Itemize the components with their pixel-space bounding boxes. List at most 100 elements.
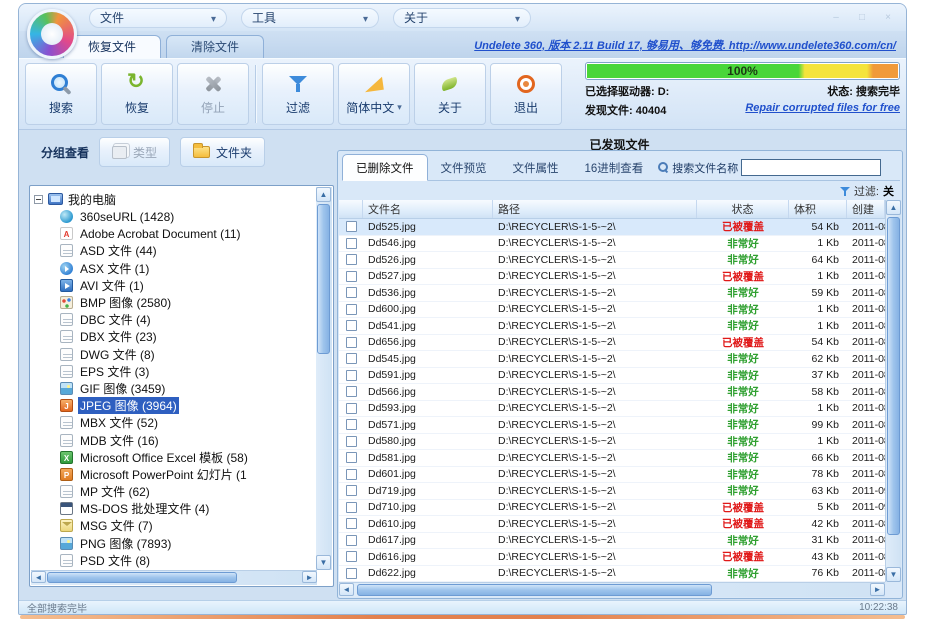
- app-logo-orb[interactable]: [27, 9, 77, 59]
- table-row[interactable]: Dd525.jpg D:\RECYCLER\S-1-5-~2\ 已被覆盖 54 …: [339, 219, 885, 236]
- toolbar-button[interactable]: 搜索: [25, 63, 97, 125]
- repair-files-link[interactable]: Repair corrupted files for free: [745, 102, 900, 114]
- table-row[interactable]: Dd616.jpg D:\RECYCLER\S-1-5-~2\ 已被覆盖 43 …: [339, 549, 885, 566]
- row-checkbox[interactable]: [345, 386, 357, 398]
- table-row[interactable]: Dd601.jpg D:\RECYCLER\S-1-5-~2\ 非常好 78 K…: [339, 466, 885, 483]
- tab-deleted-files[interactable]: 已删除文件: [342, 154, 428, 181]
- table-row[interactable]: Dd656.jpg D:\RECYCLER\S-1-5-~2\ 已被覆盖 54 …: [339, 334, 885, 351]
- table-row[interactable]: Dd622.jpg D:\RECYCLER\S-1-5-~2\ 非常好 76 K…: [339, 565, 885, 582]
- table-row[interactable]: Dd526.jpg D:\RECYCLER\S-1-5-~2\ 非常好 64 K…: [339, 252, 885, 269]
- row-checkbox[interactable]: [345, 567, 357, 579]
- tree-item[interactable]: DBC 文件 (4): [60, 311, 315, 328]
- tree-item[interactable]: DWG 文件 (8): [60, 346, 315, 363]
- tab-file-properties[interactable]: 文件属性: [500, 155, 572, 180]
- scrollbar-thumb[interactable]: [317, 204, 330, 354]
- column-status[interactable]: 状态: [697, 200, 789, 218]
- row-checkbox[interactable]: [345, 419, 357, 431]
- tree-item[interactable]: MP 文件 (62): [60, 483, 315, 500]
- table-vertical-scrollbar[interactable]: ▲ ▼: [885, 200, 901, 582]
- row-checkbox[interactable]: [345, 353, 357, 365]
- row-checkbox[interactable]: [345, 237, 357, 249]
- row-checkbox[interactable]: [345, 452, 357, 464]
- row-checkbox[interactable]: [345, 320, 357, 332]
- tree-item[interactable]: Adobe Acrobat Document (11): [60, 225, 315, 242]
- maximize-button[interactable]: □: [858, 12, 866, 23]
- row-checkbox[interactable]: [345, 534, 357, 546]
- tree-item[interactable]: MS-DOS 批处理文件 (4): [60, 500, 315, 517]
- row-checkbox[interactable]: [345, 369, 357, 381]
- group-by-folder-button[interactable]: 文件夹: [180, 137, 266, 167]
- tree-item[interactable]: DBX 文件 (23): [60, 328, 315, 345]
- row-checkbox[interactable]: [345, 221, 357, 233]
- row-checkbox[interactable]: [345, 468, 357, 480]
- tree-item[interactable]: PSD 文件 (8): [60, 552, 315, 568]
- scroll-left-arrow[interactable]: ◄: [31, 571, 46, 583]
- scrollbar-thumb[interactable]: [887, 217, 900, 535]
- tree-item[interactable]: Microsoft Office Excel 模板 (58): [60, 449, 315, 466]
- table-row[interactable]: Dd541.jpg D:\RECYCLER\S-1-5-~2\ 非常好 1 Kb…: [339, 318, 885, 335]
- table-row[interactable]: Dd566.jpg D:\RECYCLER\S-1-5-~2\ 非常好 58 K…: [339, 384, 885, 401]
- select-all-header[interactable]: [339, 200, 363, 218]
- toolbar-button[interactable]: 过滤: [262, 63, 334, 125]
- scroll-down-arrow[interactable]: ▼: [886, 567, 901, 582]
- collapse-icon[interactable]: [34, 194, 43, 204]
- row-checkbox[interactable]: [345, 518, 357, 530]
- scrollbar-thumb[interactable]: [357, 584, 712, 596]
- group-by-type-button[interactable]: 类型: [99, 137, 171, 167]
- version-website-link[interactable]: Undelete 360, 版本 2.11 Build 17, 够易用、够免费.…: [474, 39, 896, 52]
- row-checkbox[interactable]: [345, 270, 357, 282]
- close-button[interactable]: ×: [885, 12, 891, 23]
- scrollbar-thumb[interactable]: [47, 572, 237, 583]
- toolbar-button[interactable]: 停止: [177, 63, 249, 125]
- scroll-down-arrow[interactable]: ▼: [316, 555, 331, 570]
- tree-vertical-scrollbar[interactable]: ▲ ▼: [316, 187, 332, 570]
- tab-clean-files[interactable]: 清除文件: [166, 35, 265, 58]
- minimize-button[interactable]: –: [833, 12, 839, 23]
- scroll-right-arrow[interactable]: ►: [302, 571, 317, 583]
- tree-item[interactable]: MBX 文件 (52): [60, 414, 315, 431]
- toolbar-button[interactable]: 简体中文: [338, 63, 410, 125]
- row-checkbox[interactable]: [345, 485, 357, 497]
- tree-item[interactable]: BMP 图像 (2580): [60, 294, 315, 311]
- menu-file[interactable]: 文件: [89, 7, 227, 28]
- table-row[interactable]: Dd580.jpg D:\RECYCLER\S-1-5-~2\ 非常好 1 Kb…: [339, 433, 885, 450]
- tree-item[interactable]: Microsoft PowerPoint 幻灯片 (1: [60, 466, 315, 483]
- scroll-left-arrow[interactable]: ◄: [339, 583, 354, 596]
- row-checkbox[interactable]: [345, 303, 357, 315]
- table-row[interactable]: Dd710.jpg D:\RECYCLER\S-1-5-~2\ 已被覆盖 5 K…: [339, 499, 885, 516]
- tab-recover-files[interactable]: 恢复文件: [63, 35, 162, 58]
- tab-file-preview[interactable]: 文件预览: [428, 155, 500, 180]
- table-row[interactable]: Dd527.jpg D:\RECYCLER\S-1-5-~2\ 已被覆盖 1 K…: [339, 268, 885, 285]
- toolbar-button[interactable]: 恢复: [101, 63, 173, 125]
- table-row[interactable]: Dd593.jpg D:\RECYCLER\S-1-5-~2\ 非常好 1 Kb…: [339, 400, 885, 417]
- menu-tools[interactable]: 工具: [241, 7, 379, 28]
- tree-root-my-computer[interactable]: 我的电脑: [34, 190, 315, 208]
- tree-item[interactable]: ASD 文件 (44): [60, 242, 315, 259]
- menu-about[interactable]: 关于: [393, 7, 531, 28]
- table-horizontal-scrollbar[interactable]: ◄ ►: [339, 582, 885, 597]
- search-input[interactable]: [741, 159, 882, 176]
- column-path[interactable]: 路径: [493, 200, 697, 218]
- row-checkbox[interactable]: [345, 336, 357, 348]
- table-row[interactable]: Dd719.jpg D:\RECYCLER\S-1-5-~2\ 非常好 63 K…: [339, 483, 885, 500]
- row-checkbox[interactable]: [345, 435, 357, 447]
- table-row[interactable]: Dd600.jpg D:\RECYCLER\S-1-5-~2\ 非常好 1 Kb…: [339, 301, 885, 318]
- row-checkbox[interactable]: [345, 402, 357, 414]
- table-row[interactable]: Dd546.jpg D:\RECYCLER\S-1-5-~2\ 非常好 1 Kb…: [339, 235, 885, 252]
- row-checkbox[interactable]: [345, 287, 357, 299]
- row-checkbox[interactable]: [345, 551, 357, 563]
- column-created[interactable]: 创建: [847, 200, 885, 218]
- toolbar-button[interactable]: 退出: [490, 63, 562, 125]
- tree-item[interactable]: MSG 文件 (7): [60, 517, 315, 534]
- table-row[interactable]: Dd571.jpg D:\RECYCLER\S-1-5-~2\ 非常好 99 K…: [339, 417, 885, 434]
- table-row[interactable]: Dd581.jpg D:\RECYCLER\S-1-5-~2\ 非常好 66 K…: [339, 450, 885, 467]
- tree-item[interactable]: PNG 图像 (7893): [60, 535, 315, 552]
- tree-item[interactable]: JPEG 图像 (3964): [60, 397, 315, 415]
- scroll-right-arrow[interactable]: ►: [870, 583, 885, 596]
- tree-item[interactable]: GIF 图像 (3459): [60, 380, 315, 397]
- table-row[interactable]: Dd545.jpg D:\RECYCLER\S-1-5-~2\ 非常好 62 K…: [339, 351, 885, 368]
- tab-hex-view[interactable]: 16进制查看: [572, 155, 657, 180]
- row-checkbox[interactable]: [345, 254, 357, 266]
- tree-item[interactable]: AVI 文件 (1): [60, 277, 315, 294]
- chevron-down-icon[interactable]: [363, 11, 368, 25]
